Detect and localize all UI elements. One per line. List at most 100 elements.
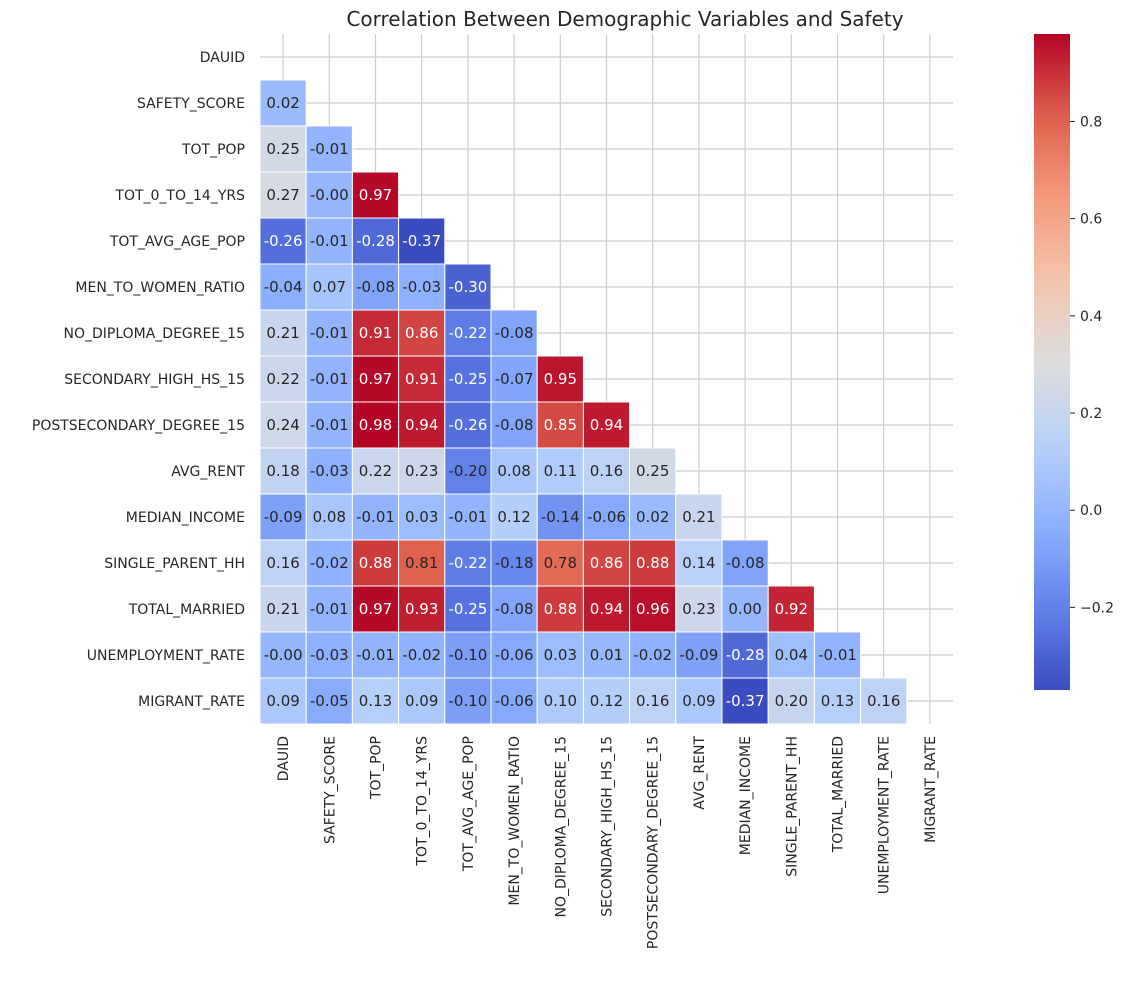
cell-value-label: -0.09 xyxy=(679,646,718,664)
cell-value-label: 0.22 xyxy=(266,370,299,388)
cell-value-label: 0.04 xyxy=(775,646,808,664)
cell-value-label: 0.00 xyxy=(728,600,761,618)
cell-value-label: -0.01 xyxy=(818,646,857,664)
heatmap-cell xyxy=(721,677,769,725)
heatmap-cell xyxy=(721,585,769,633)
cell-value-label: 0.88 xyxy=(544,600,577,618)
heatmap-cell xyxy=(536,493,584,541)
y-tick-label: MEDIAN_INCOME xyxy=(126,510,245,526)
cell-value-label: 0.97 xyxy=(359,370,392,388)
cell-value-label: 0.02 xyxy=(636,508,669,526)
cell-value-label: 0.16 xyxy=(636,692,669,710)
x-tick-label: MEN_TO_WOMEN_RATIO xyxy=(507,736,523,906)
cell-value-label: -0.00 xyxy=(264,646,303,664)
heatmap-cell xyxy=(259,355,307,403)
y-tick-label: TOT_AVG_AGE_POP xyxy=(109,234,245,250)
x-tick-label: UNEMPLOYMENT_RATE xyxy=(877,736,893,894)
cell-value-label: 0.13 xyxy=(821,692,854,710)
cell-value-label: 0.97 xyxy=(359,600,392,618)
heatmap-cell xyxy=(259,401,307,449)
heatmap-cell xyxy=(629,493,677,541)
cell-value-label: -0.01 xyxy=(356,508,395,526)
cell-value-label: -0.26 xyxy=(264,232,303,250)
heatmap-cell xyxy=(629,631,677,679)
heatmap-cell xyxy=(305,493,353,541)
heatmap-cell xyxy=(582,539,631,587)
heatmap-cell xyxy=(582,631,631,679)
heatmap-cell xyxy=(675,631,723,679)
heatmap-cell xyxy=(398,309,446,357)
cell-value-label: 0.25 xyxy=(266,140,299,158)
cell-value-label: -0.03 xyxy=(310,646,349,664)
cell-value-label: 0.14 xyxy=(682,554,715,572)
heatmap-cell xyxy=(259,631,307,679)
x-tick-label: NO_DIPLOMA_DEGREE_15 xyxy=(553,736,569,918)
heatmap-cell xyxy=(351,493,400,541)
cell-value-label: -0.37 xyxy=(402,232,441,250)
heatmap-cell xyxy=(351,585,400,633)
cell-value-label: -0.10 xyxy=(448,646,487,664)
cell-value-label: 0.78 xyxy=(544,554,577,572)
cell-value-label: -0.28 xyxy=(356,232,395,250)
cell-value-label: -0.14 xyxy=(541,508,580,526)
colorbar: −0.2 0.0 0.2 0.4 0.6 0.8 xyxy=(1034,34,1114,690)
cell-value-label: -0.07 xyxy=(495,370,534,388)
heatmap-cell xyxy=(860,677,908,725)
heatmap-cell xyxy=(490,631,538,679)
cell-value-label: 0.13 xyxy=(359,692,392,710)
y-tick-label: UNEMPLOYMENT_RATE xyxy=(87,648,245,664)
y-tick-label: DAUID xyxy=(200,50,245,66)
cell-value-label: 0.98 xyxy=(359,416,392,434)
x-tick-label: TOT_AVG_AGE_POP xyxy=(461,736,477,872)
heatmap-cell xyxy=(536,677,584,725)
heatmap-cell xyxy=(490,309,538,357)
x-tick-label: MIGRANT_RATE xyxy=(923,736,939,843)
heatmap-cell xyxy=(259,677,307,725)
heatmap-cell xyxy=(305,125,353,173)
heatmap-cell xyxy=(398,355,446,403)
x-tick-label: POSTSECONDARY_DEGREE_15 xyxy=(646,736,662,949)
cell-value-label: 0.27 xyxy=(266,186,299,204)
cell-value-label: 0.97 xyxy=(359,186,392,204)
cell-value-label: -0.10 xyxy=(448,692,487,710)
heatmap-cell xyxy=(444,677,492,725)
x-tick-label: AVG_RENT xyxy=(692,736,708,810)
heatmap-cell xyxy=(813,631,862,679)
y-tick-label: NO_DIPLOMA_DEGREE_15 xyxy=(63,326,245,342)
heatmap-cell xyxy=(398,677,446,725)
cell-value-label: -0.00 xyxy=(310,186,349,204)
cell-value-label: -0.22 xyxy=(448,554,487,572)
cell-value-label: 0.88 xyxy=(359,554,392,572)
cell-value-label: -0.08 xyxy=(356,278,395,296)
cell-value-label: -0.01 xyxy=(310,232,349,250)
heatmap-cell xyxy=(444,309,492,357)
heatmap-cells: 0.02 0.25 -0.01 0.27 -0.00 0.97 -0.26 -0.01 -0.2… xyxy=(259,79,908,725)
cell-value-label: -0.01 xyxy=(310,324,349,342)
cell-value-label: 0.94 xyxy=(405,416,438,434)
cell-value-label: -0.06 xyxy=(587,508,626,526)
cell-value-label: 0.23 xyxy=(405,462,438,480)
y-tick-label: TOT_POP xyxy=(181,142,245,158)
cell-value-label: -0.28 xyxy=(726,646,765,664)
colorbar-gradient xyxy=(1034,34,1070,690)
cell-value-label: -0.37 xyxy=(726,692,765,710)
cell-value-label: -0.01 xyxy=(310,600,349,618)
cell-value-label: 0.25 xyxy=(636,462,669,480)
cell-value-label: 0.09 xyxy=(405,692,438,710)
heatmap-cell xyxy=(582,493,631,541)
heatmap-cell xyxy=(536,631,584,679)
cell-value-label: 0.85 xyxy=(544,416,577,434)
x-tick-labels: DAUID SAFETY_SCORE TOT_POP TOT_0_TO_14_YRS T… xyxy=(276,736,939,950)
cell-value-label: 0.91 xyxy=(405,370,438,388)
x-tick-label: TOT_0_TO_14_YRS xyxy=(415,736,431,867)
cell-value-label: -0.02 xyxy=(402,646,441,664)
heatmap-cell xyxy=(767,585,815,633)
y-tick-label: MEN_TO_WOMEN_RATIO xyxy=(75,280,245,296)
cell-value-label: -0.08 xyxy=(726,554,765,572)
heatmap-cell xyxy=(305,585,353,633)
heatmap-cell xyxy=(490,401,538,449)
heatmap-cell xyxy=(351,401,400,449)
cell-value-label: -0.02 xyxy=(633,646,672,664)
colorbar-tick-label: 0.0 xyxy=(1080,503,1102,519)
cell-value-label: 0.09 xyxy=(682,692,715,710)
